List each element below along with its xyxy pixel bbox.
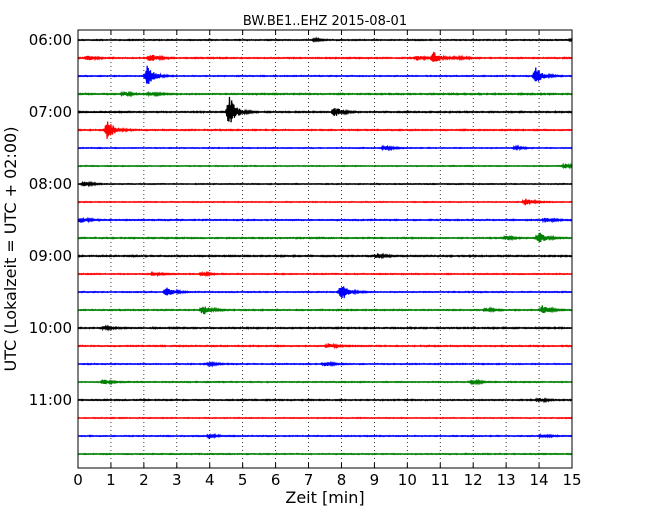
plot-frame <box>77 29 573 469</box>
y-tick-label: 08:00 <box>29 175 72 193</box>
trace-0615 <box>77 51 573 63</box>
x-axis: 0 1 2 3 4 5 6 7 8 9 10 11 12 13 14 15 <box>73 30 582 489</box>
x-axis-label: Zeit [min] <box>285 488 364 507</box>
x-tick-label: 0 <box>73 471 83 489</box>
x-tick-label: 3 <box>172 471 182 489</box>
trace-1045 <box>77 378 573 386</box>
y-tick-label: 10:00 <box>29 319 72 337</box>
trace-0915 <box>77 270 573 278</box>
x-tick-label: 4 <box>205 471 215 489</box>
y-axis-label: UTC (Lokalzeit = UTC + 02:00) <box>1 127 20 372</box>
chart-title: BW.BE1..EHZ 2015-08-01 <box>243 14 407 29</box>
trace-0845 <box>77 232 573 243</box>
trace-0745 <box>77 162 573 170</box>
trace-0730 <box>77 144 573 152</box>
x-tick-label: 2 <box>139 471 149 489</box>
trace-0945 <box>77 305 573 315</box>
trace-0930 <box>77 286 573 299</box>
grid-lines <box>110 30 540 468</box>
x-tick-label: 12 <box>464 471 483 489</box>
x-tick-label: 14 <box>530 471 549 489</box>
x-tick-label: 13 <box>497 471 516 489</box>
y-tick-label: 11:00 <box>29 391 72 409</box>
x-tick-label: 1 <box>106 471 116 489</box>
x-tick-label: 11 <box>431 471 450 489</box>
x-tick-label: 15 <box>562 471 581 489</box>
x-tick-label: 7 <box>304 471 314 489</box>
x-tick-label: 6 <box>271 471 281 489</box>
trace-0630 <box>77 65 573 85</box>
trace-1030 <box>77 360 573 368</box>
trace-1130 <box>77 432 573 440</box>
y-tick-label: 09:00 <box>29 247 72 265</box>
x-tick-label: 9 <box>370 471 380 489</box>
trace-1000 <box>77 324 573 332</box>
trace-1015 <box>77 342 573 350</box>
trace-1145 <box>77 452 573 456</box>
trace-0600 <box>77 36 573 43</box>
trace-0715 <box>77 121 573 139</box>
y-tick-label: 07:00 <box>29 103 72 121</box>
trace-0700 <box>77 96 573 123</box>
trace-0900 <box>77 252 573 260</box>
y-axis: 06:00 07:00 08:00 09:00 10:00 11:00 <box>29 31 572 409</box>
trace-1100 <box>77 397 573 404</box>
x-tick-label: 8 <box>337 471 347 489</box>
x-tick-label: 5 <box>238 471 248 489</box>
trace-group <box>77 36 573 456</box>
x-tick-label: 10 <box>398 471 417 489</box>
trace-0800 <box>77 180 573 188</box>
trace-1115 <box>77 416 573 420</box>
trace-0830 <box>77 216 573 224</box>
trace-0645 <box>77 90 573 98</box>
trace-0815 <box>77 198 573 206</box>
y-tick-label: 06:00 <box>29 31 72 49</box>
